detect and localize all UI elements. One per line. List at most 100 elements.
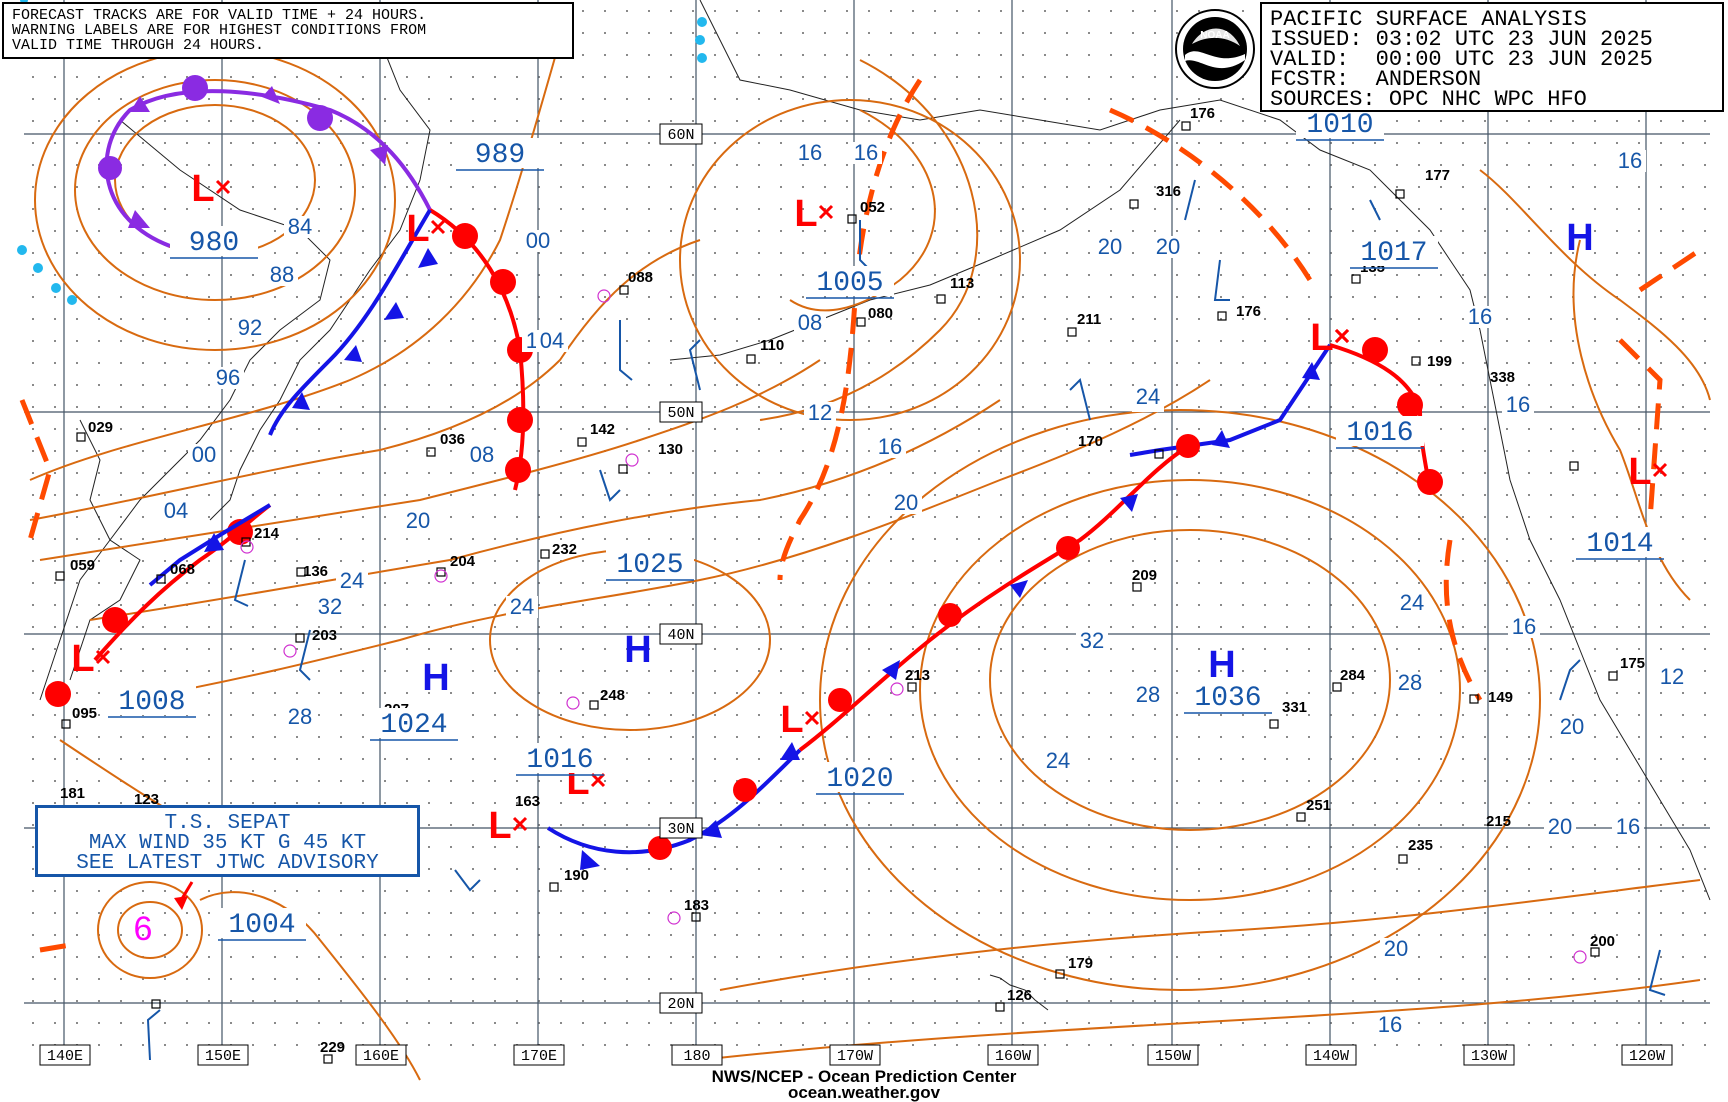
svg-text:24: 24 (1400, 590, 1424, 615)
issued-row: ISSUED: 03:02 UTC 23 JUN 2025 (1270, 27, 1714, 52)
svg-text:20: 20 (406, 508, 430, 533)
svg-text:24: 24 (510, 594, 534, 619)
pressure-value: 1036 (1194, 683, 1261, 714)
station-pressure-value: 176 (1236, 303, 1261, 320)
svg-text:16: 16 (1616, 814, 1640, 839)
station-markers (55, 121, 1618, 1064)
low-symbol-icon: L (1310, 317, 1333, 359)
isobar-label: 84 (284, 214, 316, 239)
svg-text:32: 32 (1080, 628, 1104, 653)
station-pressure-value: 179 (1068, 955, 1093, 972)
pressure-value: 1025 (616, 550, 683, 581)
high-pressure-center: H 1017 (1350, 217, 1594, 269)
pressure-value: 1024 (380, 710, 447, 741)
svg-text:88: 88 (270, 262, 294, 287)
lat-label-30n: 30N (659, 817, 703, 839)
svg-text:130W: 130W (1471, 1048, 1507, 1065)
svg-text:84: 84 (288, 214, 312, 239)
svg-text:16: 16 (1378, 1012, 1402, 1037)
svg-text:40N: 40N (667, 627, 694, 644)
station-pressure-value: 080 (868, 305, 893, 322)
station-pressure-value: 251 (1306, 797, 1331, 814)
troughs (19, 78, 1702, 953)
japan-coast (69, 419, 141, 681)
low-pressure-center: L 1010 (1296, 108, 1384, 359)
svg-text:24: 24 (340, 568, 364, 593)
station-pressure-value: 211 (1077, 311, 1101, 328)
low-symbol-icon: L (1310, 317, 1333, 359)
station-pressure-value: 163 (515, 793, 540, 810)
lat-label-20n: 20N (659, 992, 703, 1014)
pressure-value: 989 (475, 140, 525, 171)
svg-text:30N: 30N (667, 821, 694, 838)
lat-label-50n: 50N (659, 401, 703, 423)
isobar-label: 12 (1656, 664, 1688, 689)
svg-text:16: 16 (798, 140, 822, 165)
low-symbol-icon: L (488, 805, 511, 847)
forecast-track-note: FORECAST TRACKS ARE FOR VALID TIME + 24 … (2, 2, 574, 59)
pressure-value: 1016 (1346, 418, 1413, 449)
lon-label-120w: 120W (1621, 1044, 1673, 1066)
station-pressure-value: 126 (1007, 987, 1032, 1004)
analysis-header: PACIFIC SURFACE ANALYSIS ISSUED: 03:02 U… (1260, 2, 1724, 112)
station-pressure-value: 331 (1282, 699, 1307, 716)
isobar-label: 16 (874, 434, 906, 459)
isobar-label: 20 (1544, 814, 1576, 839)
high-symbol-icon: H (1208, 644, 1235, 686)
station-pressure-value: 052 (860, 199, 885, 216)
isobar-label: 16 (1612, 814, 1644, 839)
isobar-label: 00 (522, 228, 554, 253)
svg-text:120W: 120W (1629, 1048, 1665, 1065)
low-symbol-icon: L (794, 193, 817, 235)
svg-text:04: 04 (164, 498, 188, 523)
svg-text:6: 6 (134, 910, 153, 948)
isobar-label: 04 (536, 328, 568, 353)
svg-text:16: 16 (878, 434, 902, 459)
isobar-label: 20 (402, 508, 434, 533)
svg-text:140W: 140W (1313, 1048, 1349, 1065)
station-pressure-value: 029 (88, 419, 113, 436)
station-pressure-value: 200 (1590, 933, 1615, 950)
isobar-label: 16 (1614, 148, 1646, 173)
sources-value: OPC NHC WPC HFO (1388, 87, 1587, 112)
svg-text:160W: 160W (995, 1048, 1031, 1065)
svg-text:16: 16 (854, 140, 878, 165)
valid-value: 00:00 UTC 23 JUN 2025 (1375, 47, 1653, 72)
svg-text:08: 08 (470, 442, 494, 467)
station-pressure-value: 214 (254, 525, 280, 542)
svg-text:170W: 170W (837, 1048, 873, 1065)
trough-alaska (1109, 107, 1313, 282)
svg-text:24: 24 (1136, 384, 1160, 409)
svg-text:50N: 50N (667, 405, 694, 422)
svg-text:16: 16 (1618, 148, 1642, 173)
svg-text:12: 12 (808, 400, 832, 425)
isobar-label: 92 (234, 315, 266, 340)
svg-text:60N: 60N (667, 127, 694, 144)
isobars (29, 39, 1711, 1081)
station-pressure-value: 215 (1486, 813, 1511, 830)
station-pressure-value: 130 (658, 441, 683, 458)
svg-text:28: 28 (1398, 670, 1422, 695)
station-pressure-value: 232 (552, 541, 577, 558)
issued-value: 03:02 UTC 23 JUN 2025 (1375, 27, 1653, 52)
svg-text:24: 24 (1046, 748, 1070, 773)
lon-label-160e: 160E (355, 1044, 407, 1066)
lat-label-60n: 60N (659, 123, 703, 145)
low-pressure-center: L 1016 (1310, 317, 1424, 449)
occluded-front (98, 75, 432, 248)
longitude-labels: 140E 150E 160E 170E 180 170W 160W 150W 140W 130W 1… (39, 1044, 1673, 1066)
svg-text:150W: 150W (1155, 1048, 1191, 1065)
station-pressure-value: 068 (170, 561, 195, 578)
sources-row: SOURCES: OPC NHC WPC HFO (1270, 87, 1714, 112)
low-pressure-center: L 1020 (780, 699, 904, 795)
north-america-coast (1479, 329, 1711, 901)
svg-text:92: 92 (238, 315, 262, 340)
svg-text:16: 16 (1468, 304, 1492, 329)
svg-text:00: 00 (192, 442, 216, 467)
note-line-1: FORECAST TRACKS ARE FOR VALID TIME + 24 … (12, 7, 427, 24)
footer-url: ocean.weather.gov (787, 1083, 941, 1102)
